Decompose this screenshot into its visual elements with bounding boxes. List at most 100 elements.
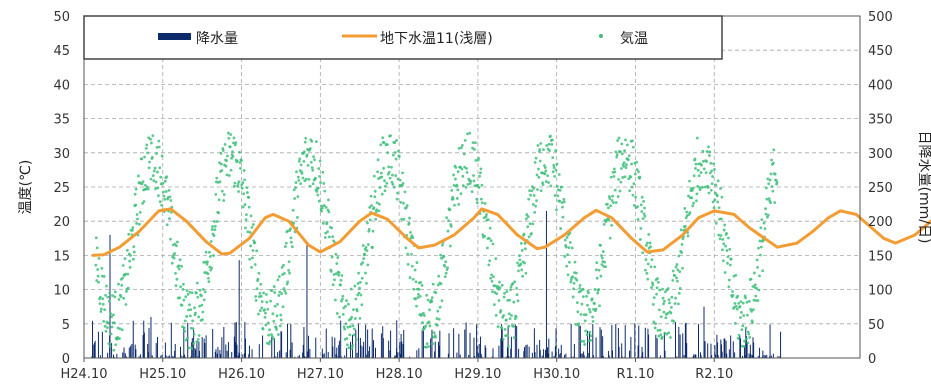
air-temperature-point bbox=[266, 321, 270, 325]
air-temperature-point bbox=[517, 269, 520, 273]
air-temperature-point bbox=[118, 327, 122, 331]
air-temperature-point bbox=[219, 151, 223, 155]
air-temperature-point bbox=[272, 319, 276, 323]
air-temperature-point bbox=[283, 289, 287, 293]
air-temperature-point bbox=[430, 296, 434, 300]
air-temperature-point bbox=[184, 338, 188, 342]
air-temperature-point bbox=[745, 337, 748, 341]
air-temperature-point bbox=[201, 287, 205, 291]
air-temperature-point bbox=[502, 314, 506, 317]
air-temperature-point bbox=[317, 199, 321, 203]
air-temperature-point bbox=[112, 313, 115, 317]
air-temperature-point bbox=[724, 244, 728, 248]
air-temperature-point bbox=[663, 290, 667, 294]
air-temperature-point bbox=[512, 336, 516, 340]
air-temperature-point bbox=[402, 218, 406, 221]
air-temperature-point bbox=[761, 269, 765, 273]
air-temperature-point bbox=[765, 197, 769, 201]
air-temperature-point bbox=[411, 277, 415, 281]
air-temperature-point bbox=[260, 306, 264, 310]
air-temperature-point bbox=[726, 261, 729, 265]
air-temperature-point bbox=[520, 248, 524, 252]
air-temperature-point bbox=[283, 245, 287, 248]
air-temperature-point bbox=[597, 288, 601, 291]
air-temperature-point bbox=[220, 162, 223, 166]
air-temperature-point bbox=[615, 155, 619, 159]
air-temperature-point bbox=[737, 301, 740, 305]
air-temperature-point bbox=[157, 145, 161, 149]
air-temperature-point bbox=[198, 304, 202, 308]
air-temperature-point bbox=[108, 344, 112, 348]
air-temperature-point bbox=[741, 301, 745, 305]
air-temperature-point bbox=[509, 288, 512, 292]
air-temperature-point bbox=[555, 208, 558, 212]
air-temperature-point bbox=[607, 218, 611, 222]
air-temperature-point bbox=[591, 315, 595, 319]
air-temperature-point bbox=[696, 168, 700, 172]
air-temperature-point bbox=[722, 242, 726, 246]
air-temperature-point bbox=[731, 294, 735, 297]
air-temperature-point bbox=[204, 250, 208, 254]
air-temperature-point bbox=[614, 201, 618, 204]
air-temperature-point bbox=[650, 258, 654, 261]
air-temperature-point bbox=[671, 278, 675, 282]
air-temperature-point bbox=[403, 190, 407, 194]
air-temperature-point bbox=[289, 240, 293, 244]
air-temperature-point bbox=[684, 216, 688, 220]
air-temperature-point bbox=[627, 177, 631, 181]
air-temperature-point bbox=[673, 302, 677, 305]
air-temperature-point bbox=[526, 215, 530, 219]
x-tick-label: H26.10 bbox=[218, 367, 265, 382]
air-temperature-point bbox=[523, 261, 526, 265]
air-temperature-point bbox=[539, 142, 543, 145]
air-temperature-point bbox=[567, 246, 571, 250]
air-temperature-point bbox=[734, 273, 738, 277]
air-temperature-point bbox=[334, 252, 338, 256]
air-temperature-point bbox=[559, 227, 563, 230]
air-temperature-point bbox=[289, 236, 293, 240]
air-temperature-point bbox=[640, 210, 644, 213]
air-temperature-point bbox=[264, 311, 267, 315]
air-temperature-point bbox=[677, 291, 681, 295]
air-temperature-point bbox=[721, 259, 725, 263]
air-temperature-point bbox=[707, 154, 711, 157]
air-temperature-point bbox=[528, 189, 531, 193]
air-temperature-point bbox=[396, 177, 400, 181]
air-temperature-point bbox=[479, 197, 483, 201]
air-temperature-point bbox=[397, 155, 401, 158]
air-temperature-point bbox=[672, 319, 676, 323]
legend: 降水量 地下水温11(浅層) 気温 bbox=[83, 15, 723, 60]
air-temperature-point bbox=[617, 178, 620, 181]
air-temperature-point bbox=[549, 134, 552, 138]
air-temperature-point bbox=[663, 299, 666, 303]
air-temperature-point bbox=[94, 236, 98, 240]
air-temperature-point bbox=[664, 316, 668, 320]
air-temperature-point bbox=[154, 187, 157, 191]
air-temperature-point bbox=[135, 222, 138, 225]
air-temperature-point bbox=[471, 141, 475, 145]
air-temperature-point bbox=[394, 174, 398, 178]
air-temperature-point bbox=[438, 305, 442, 309]
y-tick-label-right: 200 bbox=[868, 215, 893, 230]
air-temperature-point bbox=[242, 169, 246, 172]
air-temperature-point bbox=[754, 294, 758, 298]
air-temperature-point bbox=[435, 317, 439, 320]
air-temperature-point bbox=[575, 301, 579, 305]
air-temperature-point bbox=[183, 329, 187, 333]
air-temperature-point bbox=[205, 262, 209, 266]
air-temperature-point bbox=[282, 263, 285, 267]
air-temperature-point bbox=[335, 312, 339, 315]
air-temperature-point bbox=[744, 296, 747, 300]
air-temperature-point bbox=[313, 158, 316, 162]
air-temperature-point bbox=[714, 183, 718, 187]
air-temperature-point bbox=[320, 204, 324, 208]
air-temperature-point bbox=[193, 306, 196, 310]
air-temperature-point bbox=[257, 312, 260, 316]
air-temperature-point bbox=[190, 347, 194, 350]
air-temperature-point bbox=[338, 315, 341, 319]
air-temperature-point bbox=[650, 281, 654, 285]
air-temperature-point bbox=[625, 143, 629, 147]
air-temperature-point bbox=[443, 275, 447, 279]
air-temperature-point bbox=[562, 200, 566, 204]
